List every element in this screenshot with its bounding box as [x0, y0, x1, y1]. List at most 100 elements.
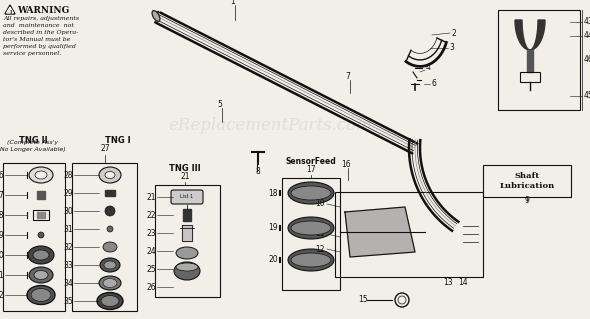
Bar: [155, 185, 220, 297]
Text: All repairs, adjustments
and  maintenance  not
described in the Opera-
tor's Man: All repairs, adjustments and maintenance…: [3, 16, 79, 56]
Text: 35: 35: [63, 296, 73, 306]
Text: 10: 10: [315, 199, 324, 209]
Text: 20: 20: [268, 256, 278, 264]
Text: Shaft
Lubrication: Shaft Lubrication: [499, 172, 555, 190]
Text: WARNING: WARNING: [17, 6, 70, 15]
Text: 16: 16: [341, 160, 351, 169]
Text: 8: 8: [255, 167, 260, 176]
Text: 44: 44: [584, 32, 590, 41]
Polygon shape: [182, 225, 192, 241]
Ellipse shape: [97, 293, 123, 309]
Text: 5: 5: [218, 100, 222, 109]
Ellipse shape: [291, 186, 331, 200]
Ellipse shape: [291, 221, 331, 235]
Ellipse shape: [176, 263, 198, 271]
Ellipse shape: [28, 246, 54, 264]
Text: 29: 29: [63, 189, 73, 197]
Polygon shape: [515, 20, 545, 50]
Text: 39: 39: [0, 231, 4, 240]
Text: 2: 2: [451, 28, 455, 38]
Polygon shape: [527, 50, 533, 72]
Bar: [3, 163, 65, 311]
Ellipse shape: [29, 267, 53, 283]
Circle shape: [107, 226, 113, 232]
Text: TNG II: TNG II: [19, 136, 47, 145]
Ellipse shape: [152, 11, 160, 21]
Polygon shape: [37, 191, 45, 199]
Ellipse shape: [35, 171, 47, 179]
Ellipse shape: [99, 276, 121, 290]
Text: 22: 22: [146, 211, 156, 219]
Ellipse shape: [99, 167, 121, 183]
Text: 33: 33: [63, 261, 73, 270]
Text: 9: 9: [525, 196, 529, 205]
Text: 7: 7: [346, 72, 350, 81]
Ellipse shape: [288, 217, 334, 239]
Text: 41: 41: [0, 271, 4, 279]
Text: 34: 34: [63, 278, 73, 287]
Ellipse shape: [105, 172, 115, 179]
Ellipse shape: [291, 253, 331, 267]
Polygon shape: [5, 5, 15, 14]
Text: 4: 4: [426, 63, 431, 72]
Ellipse shape: [103, 278, 117, 287]
Ellipse shape: [29, 167, 53, 183]
Text: 17: 17: [306, 165, 316, 174]
Text: 30: 30: [63, 206, 73, 216]
Bar: [282, 178, 340, 290]
Text: 15: 15: [358, 295, 368, 304]
Text: 3: 3: [449, 43, 454, 53]
Polygon shape: [6, 7, 14, 13]
Ellipse shape: [33, 250, 49, 260]
Text: 28: 28: [64, 170, 73, 180]
Text: TNG I: TNG I: [105, 136, 130, 145]
Text: 21: 21: [146, 192, 156, 202]
Ellipse shape: [34, 271, 48, 279]
Ellipse shape: [103, 242, 117, 252]
Text: 31: 31: [63, 225, 73, 234]
Bar: [33, 210, 49, 220]
Bar: [483, 165, 571, 197]
Text: 40: 40: [0, 250, 4, 259]
Text: List 1: List 1: [181, 195, 194, 199]
Bar: [335, 192, 483, 277]
Text: !: !: [9, 11, 11, 16]
Text: 1: 1: [231, 0, 235, 6]
Text: eReplacementParts.com: eReplacementParts.com: [168, 116, 372, 133]
Text: 24: 24: [146, 247, 156, 256]
Text: 26: 26: [146, 283, 156, 292]
Text: TNG III: TNG III: [169, 164, 201, 173]
Polygon shape: [105, 190, 115, 196]
Text: 43: 43: [584, 18, 590, 26]
Text: 6: 6: [431, 78, 436, 87]
Text: 21: 21: [181, 172, 190, 181]
Text: 12: 12: [315, 244, 324, 254]
Ellipse shape: [100, 258, 120, 272]
Polygon shape: [183, 209, 191, 221]
FancyBboxPatch shape: [171, 190, 203, 204]
Ellipse shape: [27, 286, 55, 305]
Text: 13: 13: [443, 278, 453, 287]
Text: SensorFeed: SensorFeed: [286, 157, 336, 166]
Text: (Complete Ass'y
No Longer Available): (Complete Ass'y No Longer Available): [0, 140, 66, 152]
Text: 23: 23: [146, 228, 156, 238]
Ellipse shape: [101, 295, 119, 307]
Text: 45: 45: [584, 92, 590, 100]
Text: 37: 37: [0, 190, 4, 199]
Text: 27: 27: [100, 144, 110, 153]
Text: 38: 38: [0, 211, 4, 219]
Circle shape: [105, 206, 115, 216]
Circle shape: [38, 232, 44, 238]
Text: 32: 32: [63, 242, 73, 251]
Text: 25: 25: [146, 264, 156, 273]
Polygon shape: [345, 207, 415, 257]
Bar: [498, 10, 580, 110]
Ellipse shape: [288, 182, 334, 204]
Text: 36: 36: [0, 170, 4, 180]
Bar: [72, 163, 137, 311]
Text: 11: 11: [315, 229, 324, 239]
Text: 18: 18: [268, 189, 278, 197]
Text: 19: 19: [268, 224, 278, 233]
Ellipse shape: [104, 261, 116, 269]
Text: 42: 42: [0, 291, 4, 300]
